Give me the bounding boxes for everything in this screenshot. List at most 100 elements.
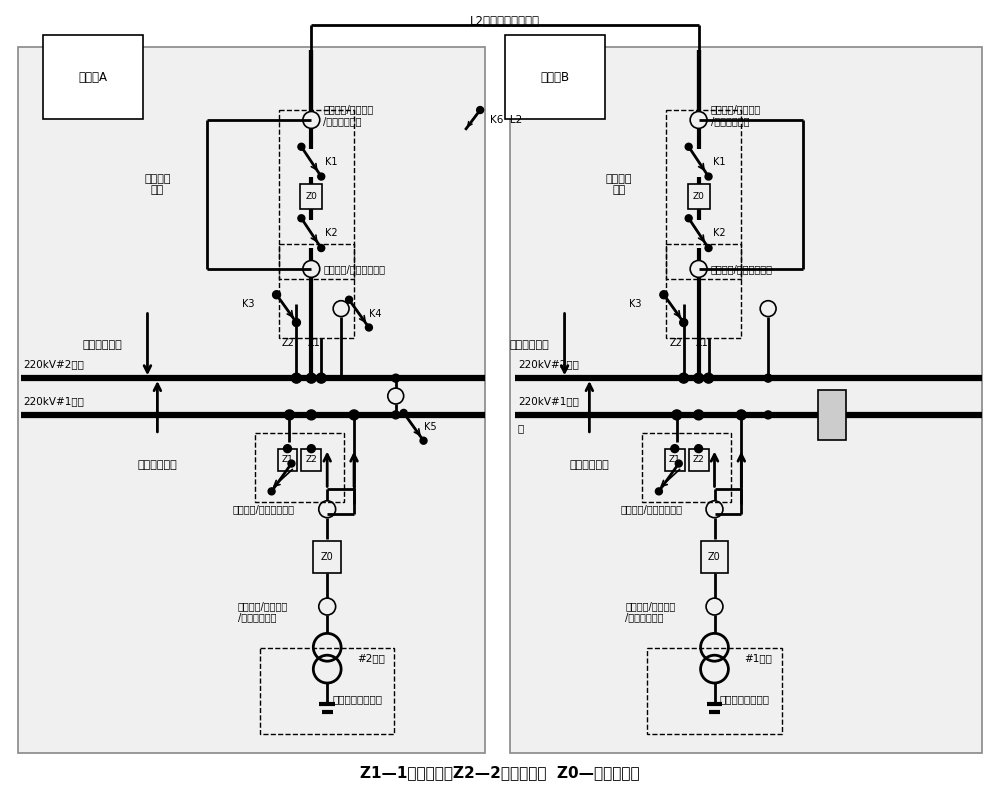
Circle shape — [298, 143, 305, 150]
Circle shape — [705, 245, 712, 251]
Bar — [689, 449, 709, 470]
Text: 220kV#2母线: 220kV#2母线 — [23, 359, 84, 370]
Bar — [313, 541, 341, 573]
Circle shape — [392, 374, 400, 382]
Text: 小差保护/间隔差动保护: 小差保护/间隔差动保护 — [323, 264, 385, 274]
Circle shape — [680, 319, 687, 326]
Circle shape — [316, 373, 326, 383]
Text: 变电站A: 变电站A — [78, 70, 107, 84]
Text: 间隔差动
范围: 间隔差动 范围 — [144, 174, 171, 195]
Text: Z1: Z1 — [282, 455, 293, 464]
Circle shape — [349, 410, 359, 420]
Circle shape — [764, 374, 772, 382]
Text: K2: K2 — [713, 228, 725, 238]
Bar — [279, 110, 354, 279]
Text: 变电站B: 变电站B — [540, 70, 569, 84]
Text: 线: 线 — [518, 423, 524, 433]
Circle shape — [694, 410, 704, 420]
Circle shape — [285, 410, 294, 420]
Circle shape — [306, 373, 316, 383]
Text: 母线大差范围: 母线大差范围 — [510, 340, 550, 350]
Circle shape — [477, 106, 484, 114]
Circle shape — [685, 214, 692, 222]
Circle shape — [306, 410, 316, 420]
Circle shape — [307, 445, 315, 453]
Text: Z2: Z2 — [305, 455, 317, 464]
Text: 线路保护/大差保护
/间隔差动保护: 线路保护/大差保护 /间隔差动保护 — [238, 601, 288, 622]
Text: Z1: Z1 — [695, 338, 708, 348]
Text: 主变差动保护范围: 主变差动保护范围 — [332, 694, 382, 704]
Circle shape — [318, 245, 325, 251]
Text: 小差保护/间隔差动保护: 小差保护/间隔差动保护 — [620, 504, 682, 514]
Bar — [666, 243, 741, 338]
Text: K1: K1 — [713, 157, 725, 166]
Circle shape — [695, 445, 703, 453]
Text: 母线小差范围: 母线小差范围 — [570, 459, 609, 470]
Bar — [301, 449, 321, 470]
Text: Z0: Z0 — [321, 552, 334, 562]
Circle shape — [298, 214, 305, 222]
Bar — [510, 47, 982, 753]
Bar — [665, 449, 685, 470]
Bar — [666, 110, 741, 279]
Bar — [701, 541, 728, 573]
Bar — [18, 47, 485, 753]
Circle shape — [318, 173, 325, 180]
Bar — [647, 648, 782, 734]
Text: K5: K5 — [424, 422, 436, 432]
Circle shape — [705, 173, 712, 180]
Text: K2: K2 — [325, 228, 338, 238]
Text: Z0: Z0 — [305, 192, 317, 201]
Circle shape — [675, 460, 682, 467]
Circle shape — [704, 373, 714, 383]
Circle shape — [365, 324, 372, 331]
Bar — [279, 243, 354, 338]
Text: Z1: Z1 — [308, 338, 321, 348]
Circle shape — [293, 319, 300, 326]
Text: 线路保护/大差保护
/间隔差动保护: 线路保护/大差保护 /间隔差动保护 — [711, 104, 761, 126]
Circle shape — [671, 445, 679, 453]
Text: 220kV#1母线: 220kV#1母线 — [23, 396, 84, 406]
Text: Z1—1刀闸气室；Z2—2刀闸气室；  Z0—断路器气室: Z1—1刀闸气室；Z2—2刀闸气室； Z0—断路器气室 — [360, 765, 640, 780]
Text: 线路保护/大差保护
/间隔差动保护: 线路保护/大差保护 /间隔差动保护 — [323, 104, 373, 126]
Circle shape — [679, 373, 689, 383]
Text: #2主变: #2主变 — [357, 653, 385, 663]
Circle shape — [273, 290, 281, 298]
Text: K4: K4 — [369, 309, 381, 318]
Text: 小差保护/间隔差动保护: 小差保护/间隔差动保护 — [711, 264, 773, 274]
Circle shape — [680, 318, 688, 326]
Bar — [642, 433, 731, 502]
Text: K6  L2: K6 L2 — [490, 115, 522, 125]
Bar — [818, 390, 846, 440]
Text: K3: K3 — [629, 298, 642, 309]
Text: Z2: Z2 — [669, 338, 682, 348]
Circle shape — [346, 296, 353, 303]
Circle shape — [694, 373, 704, 383]
Bar — [255, 433, 344, 502]
Circle shape — [292, 318, 300, 326]
Text: 主变差动保护范围: 主变差动保护范围 — [719, 694, 769, 704]
Circle shape — [420, 438, 427, 444]
Circle shape — [672, 410, 682, 420]
Bar — [300, 184, 322, 209]
Text: 母线大差范围: 母线大差范围 — [83, 340, 123, 350]
Circle shape — [284, 445, 291, 453]
Circle shape — [685, 143, 692, 150]
Text: #1主变: #1主变 — [744, 653, 772, 663]
Text: K1: K1 — [325, 157, 338, 166]
Circle shape — [392, 411, 400, 419]
Text: L2线路纵联保护范围: L2线路纵联保护范围 — [470, 14, 540, 28]
Circle shape — [764, 411, 772, 419]
Circle shape — [288, 460, 295, 467]
Text: Z0: Z0 — [708, 552, 721, 562]
Circle shape — [655, 488, 662, 495]
Text: Z0: Z0 — [693, 192, 705, 201]
Circle shape — [291, 373, 301, 383]
Circle shape — [273, 291, 280, 298]
Text: 线路保护/大差保护
/间隔差动保护: 线路保护/大差保护 /间隔差动保护 — [625, 601, 675, 622]
Text: 间隔差动
范围: 间隔差动 范围 — [606, 174, 632, 195]
Text: Z2: Z2 — [282, 338, 295, 348]
Circle shape — [660, 291, 667, 298]
Circle shape — [268, 488, 275, 495]
Circle shape — [660, 290, 668, 298]
